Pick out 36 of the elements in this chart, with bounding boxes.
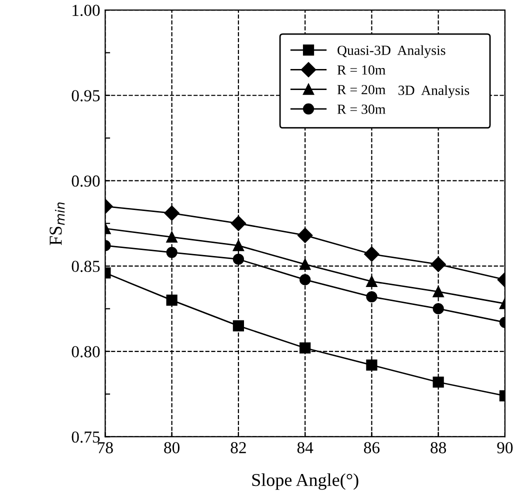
point <box>432 303 444 314</box>
x-tick-label: 90 <box>497 442 513 454</box>
point <box>232 240 244 252</box>
point <box>430 256 446 272</box>
x-tick-label: 84 <box>297 442 314 454</box>
y-tick-label: 0.80 <box>72 346 100 358</box>
x-tick-label: 82 <box>230 442 246 454</box>
point <box>432 286 444 298</box>
point <box>300 342 311 354</box>
legend-label: Quasi-3D Analysis <box>338 45 446 58</box>
y-tick-label: 0.75 <box>72 431 100 443</box>
point <box>298 228 313 243</box>
y-tick-label: 0.90 <box>72 175 100 187</box>
legend-label: R = 10m <box>337 65 386 75</box>
point <box>300 274 311 286</box>
point <box>232 320 244 332</box>
y-tick-label: 0.95 <box>72 90 100 102</box>
x-tick-label: 86 <box>364 442 380 454</box>
point <box>300 258 311 270</box>
point <box>432 376 444 388</box>
y-axis-title: FS$_{min}$ <box>50 202 65 246</box>
point <box>366 360 378 371</box>
legend-label: R = 20m <box>337 84 386 94</box>
point <box>230 216 246 231</box>
x-axis-title: Slope Angle(°) <box>252 473 358 490</box>
annotation: 3D Analysis <box>398 85 470 98</box>
y-tick-label: 1.00 <box>72 4 100 16</box>
point <box>366 291 378 302</box>
point <box>364 246 380 262</box>
point <box>232 254 244 265</box>
x-tick-label: 80 <box>164 442 180 454</box>
x-tick-label: 78 <box>98 442 113 454</box>
y-tick-label: 0.85 <box>72 260 100 272</box>
point <box>366 276 378 287</box>
legend-label: R = 30m <box>337 104 386 114</box>
x-tick-label: 88 <box>430 442 446 454</box>
